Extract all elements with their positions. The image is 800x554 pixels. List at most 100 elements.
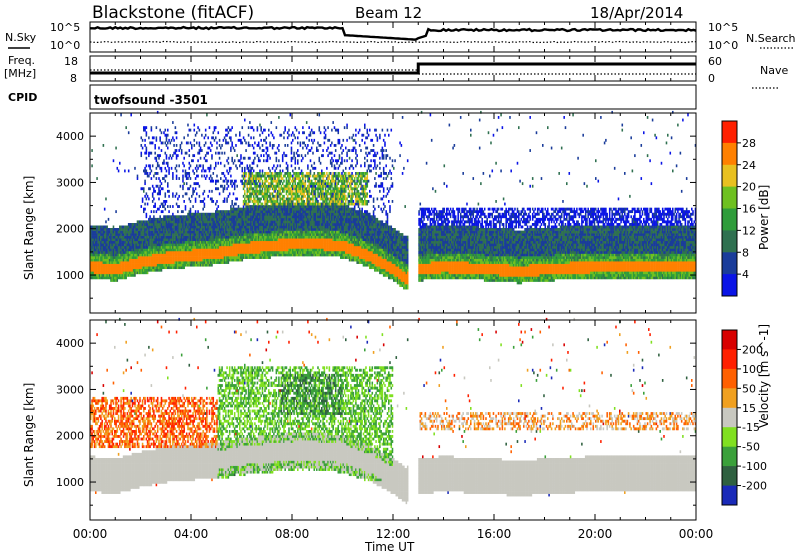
power-cell (183, 157, 185, 160)
power-cell (228, 185, 230, 188)
power-cell (163, 131, 165, 134)
power-cell (235, 203, 237, 206)
power-cell (154, 152, 156, 155)
power-cell (183, 182, 185, 185)
power-cell (224, 185, 226, 188)
power-cell (200, 157, 202, 160)
power-cell (214, 139, 216, 142)
power-cell (242, 180, 244, 183)
power-cell (267, 159, 269, 162)
power-cell (278, 144, 280, 147)
power-cell (258, 142, 260, 145)
power-cell (156, 157, 158, 160)
power-cell (308, 126, 310, 129)
power-cell (298, 195, 300, 198)
power-cell (202, 164, 204, 167)
power-cell (253, 129, 255, 132)
power-cell (205, 142, 207, 145)
power-cell (211, 157, 213, 160)
power-cell (287, 144, 289, 147)
site-title: Blackstone (fitACF) (92, 3, 254, 23)
power-cell (273, 198, 275, 201)
power-cell (168, 195, 170, 198)
power-cell (244, 177, 246, 180)
power-cell (260, 154, 262, 157)
power-cell (172, 213, 174, 216)
power-cell (148, 154, 150, 157)
power-cell (230, 136, 232, 139)
power-cell (204, 136, 206, 139)
power-cell (305, 177, 307, 180)
power-cell (216, 175, 218, 178)
power-cell (254, 198, 256, 201)
power-cell (210, 164, 212, 167)
power-cell (190, 208, 192, 211)
power-cell (182, 185, 184, 188)
power-cell (266, 177, 268, 180)
power-cell (146, 134, 148, 137)
power-cell (202, 167, 204, 170)
power-cell (194, 124, 196, 127)
power-cell (281, 172, 283, 175)
power-cell (176, 177, 178, 180)
power-cell (211, 190, 213, 193)
power-cell (165, 152, 167, 155)
power-cell (291, 142, 293, 145)
power-cell (236, 185, 238, 188)
power-cell (172, 192, 174, 195)
power-cell (295, 157, 297, 160)
power-cell (283, 195, 285, 198)
power-cell (254, 157, 256, 160)
power-cell (152, 200, 154, 203)
power-cell (190, 185, 192, 188)
power-cell (297, 192, 299, 195)
power-cell (224, 198, 226, 201)
power-cell (168, 172, 170, 175)
power-cell (303, 192, 305, 195)
power-cell (105, 198, 107, 201)
power-cell (284, 144, 286, 147)
power-cell (177, 210, 179, 213)
power-cell (297, 159, 299, 162)
power-cell (221, 152, 223, 155)
power-cell (242, 126, 244, 129)
power-cell (142, 200, 144, 203)
power-cell (291, 134, 293, 137)
power-cell (252, 167, 254, 170)
power-cell (287, 170, 289, 173)
power-cell (267, 192, 269, 195)
power-cell (263, 154, 265, 157)
power-cell (219, 157, 221, 160)
power-cell (302, 198, 304, 201)
power-cell (228, 180, 230, 183)
power-cell (230, 167, 232, 170)
power-cell (266, 142, 268, 145)
nsearch-tick-top: 10^5 (708, 21, 738, 34)
power-cell (216, 142, 218, 145)
power-cell (202, 192, 204, 195)
power-cell (259, 159, 261, 162)
power-cell (105, 220, 107, 223)
power-cell (257, 182, 259, 185)
power-cell (143, 210, 145, 213)
power-cell (244, 119, 246, 122)
power-cell (223, 139, 225, 142)
power-cell (125, 276, 127, 279)
power-cell (151, 177, 153, 180)
power-cell (205, 129, 207, 132)
power-cell (215, 182, 217, 185)
power-cell (236, 167, 238, 170)
power-cell (263, 149, 265, 152)
power-cell (165, 167, 167, 170)
power-cell (187, 142, 189, 145)
power-cell (141, 154, 143, 157)
power-cell (292, 195, 294, 198)
power-cell (117, 167, 119, 170)
power-cell (268, 172, 270, 175)
power-cell (96, 177, 98, 180)
power-cell (153, 187, 155, 190)
power-cell (305, 144, 307, 147)
power-cell (183, 200, 185, 203)
power-cell (308, 139, 310, 142)
power-cell (250, 195, 252, 198)
